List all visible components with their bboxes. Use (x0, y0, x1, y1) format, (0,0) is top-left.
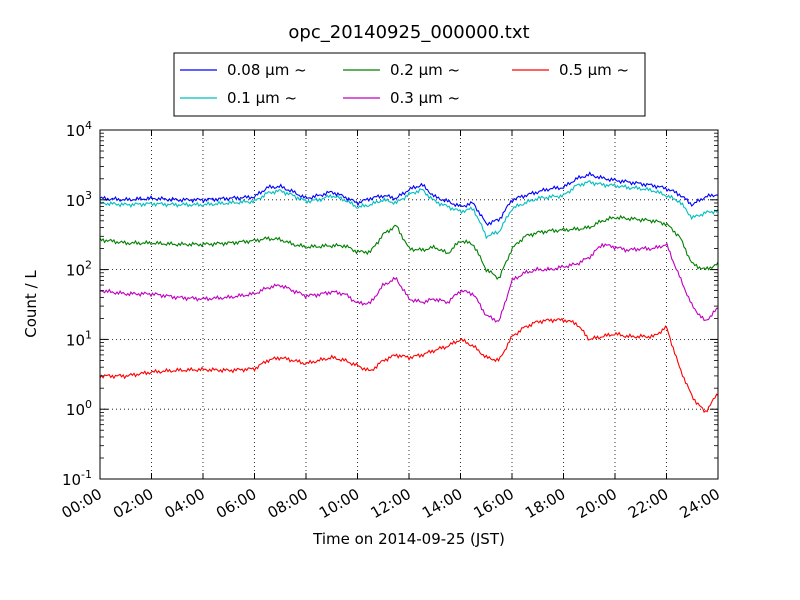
grid-lines (100, 130, 718, 479)
series-line-4 (99, 317, 719, 414)
series-line-0 (99, 171, 719, 227)
legend-label: 0.2 μm ~ (390, 61, 460, 79)
legend-item: 0.2 μm ~ (343, 61, 460, 79)
series-line-1 (99, 180, 719, 240)
legend-item: 0.1 μm ~ (180, 89, 297, 107)
legend-item: 0.08 μm ~ (180, 61, 307, 79)
legend-label: 0.1 μm ~ (227, 89, 297, 107)
series-layer (99, 171, 719, 414)
legend-item: 0.5 μm ~ (512, 61, 629, 79)
y-tick-label: 100 (66, 398, 92, 419)
y-tick-label: 10-1 (62, 468, 92, 489)
legend-label: 0.5 μm ~ (559, 61, 629, 79)
legend-box (173, 52, 646, 117)
y-tick-label: 103 (66, 189, 92, 210)
legend-label: 0.08 μm ~ (227, 61, 307, 79)
legend-item: 0.3 μm ~ (343, 89, 460, 107)
y-tick-label: 101 (66, 328, 92, 349)
axis-ticks (99, 129, 719, 480)
y-tick-label: 102 (66, 259, 92, 280)
y-tick-label: 104 (66, 119, 92, 140)
legend: 0.08 μm ~ 0.1 μm ~ 0.2 μm ~ 0.3 μm ~ 0.5 μm … (173, 52, 646, 117)
series-line-2 (99, 214, 719, 280)
y-axis-label: Count / L (22, 270, 40, 338)
chart-title: opc_20140925_000000.txt (288, 22, 529, 43)
series-line-3 (99, 242, 719, 323)
legend-label: 0.3 μm ~ (390, 89, 460, 107)
y-axis-tick-labels: 10-1 100 101 102 103 104 (62, 119, 92, 489)
x-axis-label: Time on 2014-09-25 (JST) (312, 530, 505, 548)
